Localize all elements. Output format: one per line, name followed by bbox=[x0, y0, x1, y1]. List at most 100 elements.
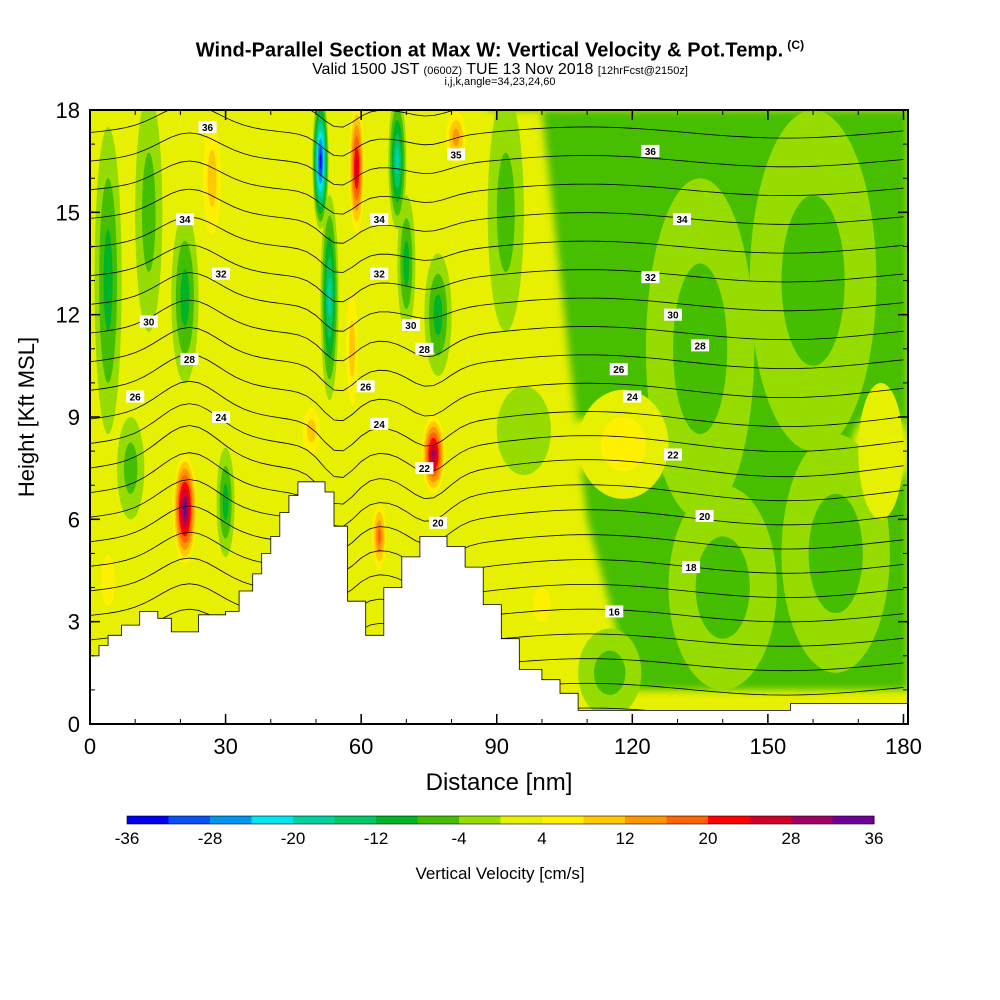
svg-text:32: 32 bbox=[645, 273, 657, 284]
theta-contour bbox=[90, 531, 904, 596]
colorbar-swatch bbox=[127, 816, 169, 824]
svg-text:28: 28 bbox=[695, 341, 707, 352]
colorbar-tick-label: 36 bbox=[865, 829, 884, 848]
theta-contour bbox=[90, 557, 904, 620]
theta-contour bbox=[90, 505, 904, 573]
svg-text:34: 34 bbox=[676, 215, 688, 226]
svg-text:34: 34 bbox=[374, 215, 386, 226]
w-cell bbox=[349, 320, 356, 378]
colorbar-swatch bbox=[251, 816, 294, 824]
theta-contour bbox=[90, 188, 904, 244]
theta-contour bbox=[90, 299, 904, 362]
subtitle-date: TUE 13 Nov 2018 bbox=[466, 61, 594, 78]
theta-contour bbox=[90, 216, 904, 273]
w-cell bbox=[452, 128, 460, 146]
w-cell bbox=[532, 587, 551, 622]
chart-subtitle: Valid 1500 JST (0600Z) TUE 13 Nov 2018 [… bbox=[0, 61, 1000, 79]
x-tick-label: 0 bbox=[84, 734, 96, 759]
y-tick-label: 15 bbox=[56, 200, 80, 225]
theta-contour bbox=[90, 479, 904, 550]
chart-subtitle-indices: i,j,k,angle=34,23,24,60 bbox=[444, 76, 556, 88]
y-axis-label: Height [Kft MSL] bbox=[14, 337, 39, 497]
y-tick-label: 6 bbox=[68, 507, 80, 532]
svg-text:16: 16 bbox=[609, 607, 621, 618]
svg-text:35: 35 bbox=[451, 150, 463, 161]
svg-text:30: 30 bbox=[667, 311, 679, 322]
svg-text:32: 32 bbox=[215, 270, 227, 281]
w-cell bbox=[123, 442, 138, 494]
svg-text:22: 22 bbox=[419, 464, 431, 475]
y-tick-label: 3 bbox=[68, 610, 80, 635]
svg-text:20: 20 bbox=[432, 519, 444, 530]
colorbar-tick-label: -12 bbox=[364, 829, 389, 848]
svg-text:24: 24 bbox=[374, 420, 386, 431]
theta-label: 26 bbox=[609, 363, 628, 376]
w-cell bbox=[183, 502, 187, 516]
theta-label: 24 bbox=[370, 417, 389, 431]
w-cell bbox=[319, 153, 322, 169]
theta-label: 32 bbox=[641, 271, 660, 284]
colorbar-swatch bbox=[210, 816, 252, 824]
svg-text:20: 20 bbox=[699, 512, 711, 523]
theta-contour bbox=[90, 272, 904, 332]
theta-label: 34 bbox=[673, 213, 692, 226]
w-cell bbox=[395, 147, 400, 175]
subtitle-forecast: [12hrFcst@2150z] bbox=[597, 65, 688, 77]
w-cell bbox=[433, 294, 443, 336]
colorbar-swatch bbox=[791, 816, 833, 824]
svg-text:28: 28 bbox=[184, 355, 196, 366]
colorbar-swatch bbox=[666, 816, 709, 824]
svg-text:18: 18 bbox=[686, 563, 698, 574]
colorbar-tick-label: 28 bbox=[782, 829, 801, 848]
subtitle-valid: Valid 1500 JST bbox=[312, 61, 420, 78]
theta-label: 26 bbox=[356, 380, 375, 393]
theta-label: 24 bbox=[212, 411, 231, 424]
theta-label: 34 bbox=[175, 213, 194, 226]
theta-label: 36 bbox=[641, 144, 660, 158]
theta-label: 30 bbox=[401, 318, 420, 332]
theta-label: 36 bbox=[198, 121, 217, 134]
colorbar-swatch bbox=[334, 816, 377, 824]
theta-contour bbox=[90, 425, 904, 505]
svg-text:22: 22 bbox=[667, 451, 679, 462]
w-cell bbox=[858, 382, 904, 520]
svg-text:36: 36 bbox=[202, 123, 214, 134]
theta-label: 32 bbox=[212, 267, 231, 281]
w-cell bbox=[101, 555, 115, 607]
theta-label: 26 bbox=[126, 390, 145, 404]
chart-title-mark: (C) bbox=[787, 38, 805, 52]
w-cell bbox=[141, 152, 156, 273]
x-tick-label: 60 bbox=[349, 734, 373, 759]
svg-text:24: 24 bbox=[627, 393, 639, 404]
colorbar-swatch bbox=[583, 816, 626, 824]
theta-label: 16 bbox=[605, 605, 624, 618]
w-cell bbox=[600, 416, 646, 472]
x-tick-label: 180 bbox=[885, 734, 922, 759]
colorbar-tick-label: 12 bbox=[616, 829, 635, 848]
theta-contour bbox=[90, 354, 904, 422]
colorbar-swatch bbox=[168, 816, 211, 824]
colorbar-swatch bbox=[832, 816, 875, 824]
colorbar-swatch bbox=[459, 816, 501, 824]
subtitle-zulu: (0600Z) bbox=[423, 65, 463, 77]
x-tick-label: 30 bbox=[213, 734, 237, 759]
y-tick-label: 0 bbox=[68, 712, 80, 737]
theta-label: 34 bbox=[370, 213, 389, 226]
svg-text:26: 26 bbox=[130, 393, 142, 404]
colorbar-swatch bbox=[749, 816, 792, 824]
w-cell bbox=[222, 484, 229, 521]
colorbar-tick-label: -20 bbox=[281, 829, 306, 848]
w-cell bbox=[403, 240, 410, 287]
svg-text:32: 32 bbox=[374, 270, 386, 281]
svg-text:26: 26 bbox=[360, 382, 372, 393]
terrain bbox=[89, 481, 909, 725]
x-axis-label: Distance [nm] bbox=[426, 769, 573, 796]
svg-text:24: 24 bbox=[215, 413, 227, 424]
theta-label: 22 bbox=[415, 462, 434, 475]
colorbar-tick-label: -4 bbox=[451, 829, 466, 848]
w-cell bbox=[781, 195, 845, 366]
y-tick-label: 12 bbox=[56, 303, 80, 328]
colorbar-frame bbox=[126, 815, 875, 825]
theta-contour bbox=[90, 452, 904, 527]
